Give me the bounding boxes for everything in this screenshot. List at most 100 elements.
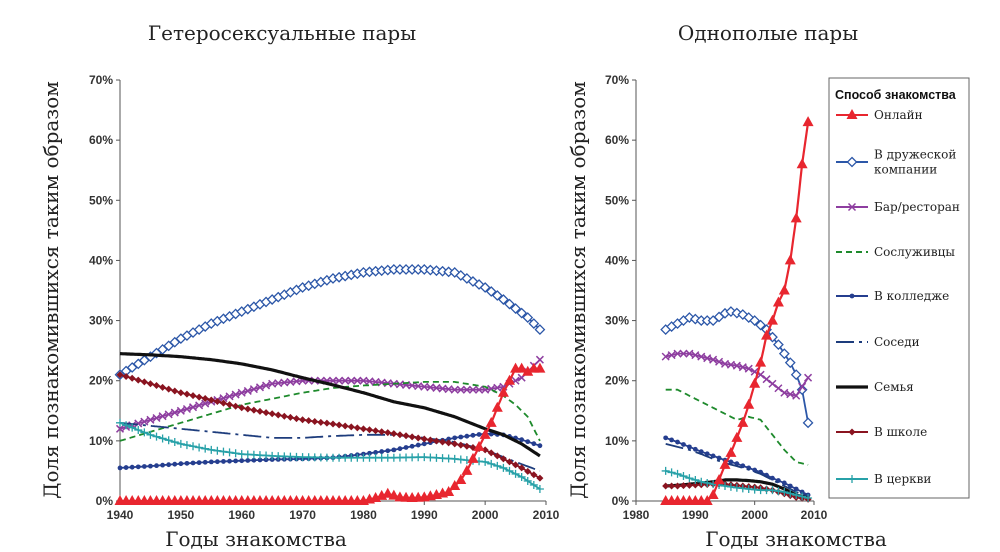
left-point-online xyxy=(534,362,546,373)
right-point-school xyxy=(668,482,676,490)
left-point-college xyxy=(160,462,166,468)
right-x-tick-label: 1980 xyxy=(623,508,650,522)
left-point-school xyxy=(414,434,422,442)
left-point-college xyxy=(519,437,525,443)
left-point-college xyxy=(214,459,220,465)
right-line-friends xyxy=(665,310,809,423)
right-series-bar xyxy=(661,349,813,400)
left-point-school xyxy=(524,467,532,475)
left-x-tick-label: 1990 xyxy=(411,508,438,522)
legend-marker-online xyxy=(846,109,858,119)
right-y-tick-label: 0% xyxy=(612,494,630,508)
right-series-church xyxy=(661,466,813,502)
left-point-school xyxy=(183,390,191,398)
right-point-bar xyxy=(774,384,783,393)
right-y-tick-label: 60% xyxy=(605,133,629,147)
left-point-church xyxy=(219,447,228,456)
left-point-school xyxy=(116,371,124,379)
right-point-college xyxy=(787,483,793,489)
right-chart-title: Однополые пары xyxy=(678,21,858,45)
right-point-friends xyxy=(755,319,767,331)
left-point-online xyxy=(449,479,461,490)
right-x-axis-label: Годы знакомства xyxy=(705,527,887,551)
left-point-school xyxy=(274,411,282,419)
left-point-school xyxy=(499,455,507,463)
left-point-school xyxy=(323,419,331,427)
left-line-church xyxy=(119,421,541,490)
left-y-tick-label: 0% xyxy=(96,494,114,508)
left-point-school xyxy=(439,438,447,446)
left-point-friends xyxy=(491,290,503,301)
left-x-tick-label: 1980 xyxy=(350,508,377,522)
left-point-school xyxy=(396,431,404,439)
left-point-school xyxy=(122,373,130,381)
right-point-college xyxy=(704,451,710,457)
right-point-church xyxy=(804,493,813,502)
right-point-school xyxy=(662,482,670,490)
left-point-college xyxy=(525,439,531,445)
legend-label-college: В колледже xyxy=(874,289,949,303)
left-point-bar xyxy=(182,404,191,414)
left-point-school xyxy=(505,458,513,466)
left-point-school xyxy=(317,418,325,426)
left-point-bar xyxy=(243,386,252,395)
left-series-church xyxy=(116,418,544,493)
right-point-online xyxy=(784,254,796,265)
left-point-school xyxy=(159,383,167,391)
left-point-school xyxy=(329,420,337,428)
legend-marker-college xyxy=(849,293,855,299)
left-point-online xyxy=(461,464,473,475)
right-point-bar xyxy=(780,388,789,397)
left-point-online xyxy=(443,485,455,496)
left-point-school xyxy=(426,436,434,444)
legend-item-college: В колледже xyxy=(836,289,949,303)
legend-item-online: Онлайн xyxy=(836,108,923,122)
left-point-online xyxy=(497,386,509,397)
left-point-friends xyxy=(497,294,509,305)
legend-label-school: В школе xyxy=(874,425,927,439)
right-point-church xyxy=(721,481,729,490)
left-point-college xyxy=(421,441,427,447)
left-y-tick-label: 50% xyxy=(89,193,113,207)
legend-label-friends: компании xyxy=(874,163,937,177)
left-series-bar xyxy=(115,355,544,433)
right-y-tick-label: 20% xyxy=(605,374,629,388)
left-point-bar xyxy=(134,419,143,428)
right-point-online xyxy=(701,495,713,505)
left-point-online xyxy=(455,473,467,484)
right-point-school xyxy=(674,482,682,490)
legend-item-neighbors: Соседи xyxy=(836,335,920,349)
right-point-college xyxy=(752,467,758,473)
right-point-church xyxy=(691,475,700,484)
left-point-bar xyxy=(219,394,228,403)
left-point-church xyxy=(201,444,210,453)
right-point-college xyxy=(669,437,674,443)
left-y-tick-label: 70% xyxy=(89,73,113,87)
left-point-college xyxy=(379,449,385,454)
legend-label-family: Семья xyxy=(874,380,914,394)
left-point-online xyxy=(479,428,491,439)
left-point-online xyxy=(491,401,503,412)
left-point-bar xyxy=(456,385,465,394)
left-point-school xyxy=(262,409,270,417)
right-series-neighbors xyxy=(665,443,809,498)
left-point-college xyxy=(184,460,190,466)
right-point-church xyxy=(685,474,694,483)
legend-label-church: В церкви xyxy=(874,472,931,486)
left-point-school xyxy=(256,407,264,415)
right-point-church xyxy=(768,486,777,495)
left-point-bar xyxy=(262,381,271,390)
right-y-axis-label: Доля познакомившихся таким образом xyxy=(566,81,590,499)
right-point-bar xyxy=(738,363,747,372)
left-point-school xyxy=(201,395,209,403)
left-point-bar xyxy=(450,385,459,394)
left-point-church xyxy=(523,476,532,485)
right-point-college xyxy=(681,442,686,447)
left-y-tick-label: 40% xyxy=(89,253,113,267)
left-point-school xyxy=(195,393,203,401)
left-point-school xyxy=(213,398,221,406)
left-point-school xyxy=(232,402,240,410)
left-point-school xyxy=(146,380,154,388)
right-point-bar xyxy=(798,382,807,391)
